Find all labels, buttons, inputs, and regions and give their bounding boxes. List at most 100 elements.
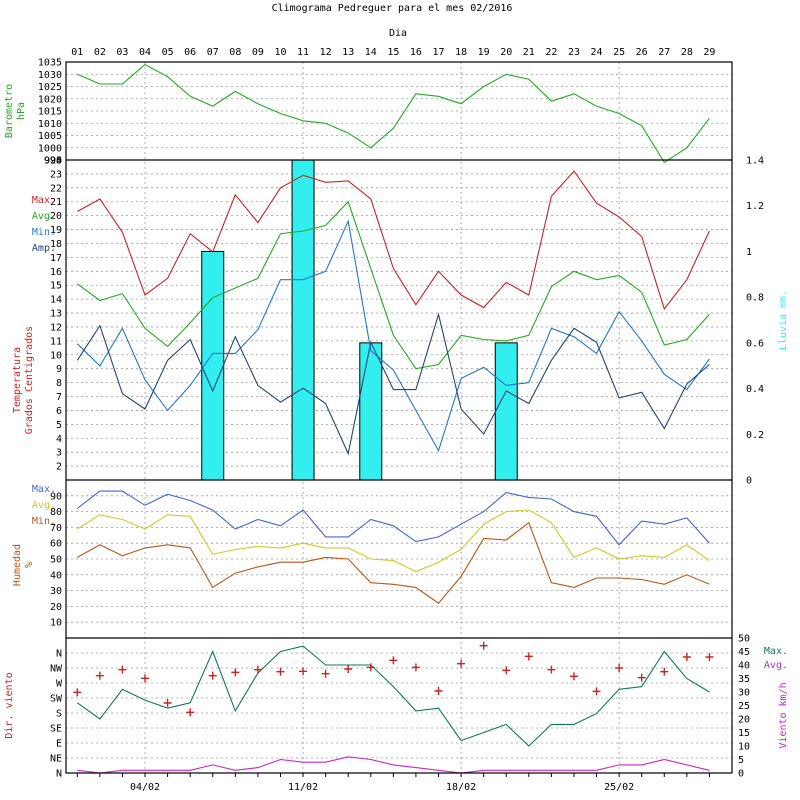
wind-speed-tick-label: 20	[738, 715, 750, 726]
humidity-tick-label: 20	[50, 602, 62, 613]
day-tick-label: 11	[297, 47, 309, 58]
day-tick-label: 20	[500, 47, 512, 58]
day-tick-label: 29	[703, 47, 715, 58]
humidity-min-line	[77, 521, 710, 604]
day-tick-label: 18	[455, 47, 467, 58]
wind-direction-marker	[276, 667, 285, 676]
humidity-tick-label: 50	[50, 555, 62, 566]
wind-dir-tick-label: W	[56, 679, 63, 690]
day-tick-label: 24	[591, 47, 603, 58]
rain-tick-label: 0.2	[746, 430, 764, 441]
date-tick-label: 04/02	[130, 782, 160, 793]
rain-tick-label: 1	[746, 247, 752, 258]
wind-avg-line	[77, 756, 710, 774]
temperature-max-line	[77, 170, 710, 311]
humidity-legend-max: Max.	[32, 484, 56, 495]
pressure-axis-label: hPa	[16, 102, 27, 120]
wind-speed-tick-label: 0	[738, 769, 744, 780]
humidity-tick-label: 80	[50, 507, 62, 518]
wind-direction-marker	[434, 687, 443, 695]
wind-speed-tick-label: 15	[738, 728, 750, 739]
temperature-legend-max: Max.	[32, 195, 56, 206]
day-tick-label: 25	[613, 47, 625, 58]
temperature-tick-label: 4	[56, 434, 62, 445]
wind-dir-tick-label: SW	[50, 694, 63, 705]
pressure-line	[77, 63, 710, 164]
wind-direction-marker	[344, 665, 353, 673]
wind-speed-tick-label: 50	[738, 634, 750, 645]
humidity-axis-label: %	[24, 562, 35, 568]
temperature-tick-label: 24	[50, 156, 62, 167]
temperature-amp-line	[76, 312, 710, 456]
wind-dir-axis-label: Dir. viento	[4, 672, 15, 738]
humidity-avg-line	[77, 509, 710, 573]
rain-bar	[201, 250, 225, 481]
temperature-tick-label: 10	[50, 350, 62, 361]
rain-tick-label: 0.6	[746, 338, 764, 349]
temperature-tick-label: 18	[50, 239, 62, 250]
rain-tick-label: 1.4	[746, 156, 764, 167]
humidity-axis-label: Humedad	[12, 544, 23, 586]
humidity-legend-avg: Avg.	[32, 500, 56, 511]
temperature-tick-label: 21	[50, 197, 62, 208]
pressure-tick-label: 1005	[38, 131, 62, 142]
wind-direction-marker	[705, 653, 714, 661]
wind-direction-marker	[615, 664, 624, 672]
wind-direction-marker	[253, 665, 262, 674]
temperature-tick-label: 22	[50, 183, 62, 194]
pressure-tick-label: 1035	[38, 58, 62, 69]
pressure-tick-label: 995	[44, 156, 62, 167]
humidity-tick-label: 40	[50, 570, 62, 581]
temperature-tick-label: 8	[56, 378, 62, 389]
plot-frame	[65, 61, 733, 774]
wind-dir-tick-label: S	[56, 709, 62, 720]
date-tick-label: 25/02	[604, 782, 634, 793]
wind-direction-marker	[547, 665, 556, 674]
temperature-tick-label: 13	[50, 309, 62, 320]
wind-direction-marker	[73, 688, 82, 697]
humidity-tick-label: 10	[50, 618, 62, 629]
x-axis-label: Dia	[389, 28, 407, 39]
pressure-axis-label: Barometro	[4, 84, 15, 138]
day-tick-label: 01	[71, 47, 83, 58]
wind-direction-marker	[411, 663, 420, 672]
wind-direction-marker	[682, 653, 691, 661]
wind-speed-axis-label: Viento km/h	[778, 682, 789, 748]
temperature-avg-line	[76, 200, 710, 370]
wind-speed-tick-label: 45	[738, 647, 750, 658]
day-tick-label: 14	[365, 47, 377, 58]
wind-direction-marker	[637, 673, 646, 682]
wind-direction-marker	[502, 666, 511, 675]
temperature-axis-label: Grados Centigrados	[24, 326, 35, 434]
temperature-legend-min: Min.	[32, 227, 56, 238]
humidity-tick-label: 60	[50, 539, 62, 550]
rain-bar	[494, 342, 518, 481]
rain-bar	[359, 342, 383, 481]
temperature-tick-label: 14	[50, 295, 62, 306]
temperature-tick-label: 11	[50, 336, 62, 347]
wind-dir-tick-label: N	[56, 769, 62, 780]
day-tick-label: 26	[636, 47, 648, 58]
day-tick-label: 04	[139, 47, 151, 58]
pressure-tick-label: 1010	[38, 119, 62, 130]
pressure-tick-label: 1000	[38, 143, 62, 154]
wind-direction-marker	[479, 641, 488, 650]
rain-bar	[291, 159, 315, 481]
wind-direction-marker	[524, 652, 533, 661]
wind-max-line	[76, 645, 710, 747]
date-tick-label: 18/02	[446, 782, 476, 793]
wind-speed-tick-label: 10	[738, 742, 750, 753]
wind-direction-marker	[299, 667, 308, 676]
humidity-tick-label: 70	[50, 523, 62, 534]
day-tick-label: 27	[658, 47, 670, 58]
chart-title: Climograma Pedreguer para el mes 02/2016	[272, 3, 513, 14]
wind-dir-tick-label: E	[56, 739, 62, 750]
day-tick-label: 21	[523, 47, 535, 58]
pressure-tick-label: 1015	[38, 107, 62, 118]
humidity-tick-label: 30	[50, 586, 62, 597]
day-tick-label: 07	[207, 47, 219, 58]
wind-direction-marker	[321, 669, 330, 678]
day-tick-label: 06	[184, 47, 196, 58]
wind-direction-marker	[457, 659, 466, 668]
temperature-legend-amp: Amp.	[32, 243, 56, 254]
